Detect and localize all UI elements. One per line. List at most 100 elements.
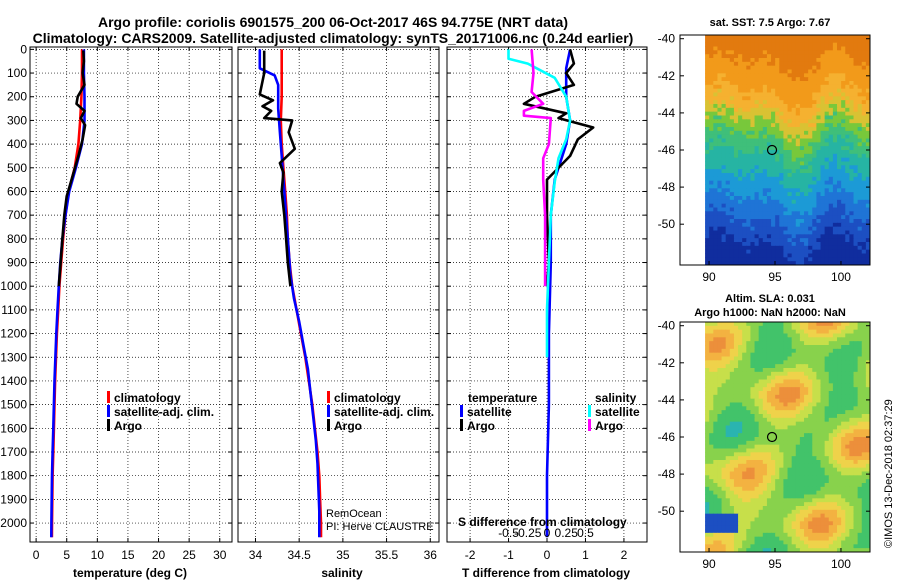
map-cell [734,219,739,223]
map-cell [845,334,850,338]
map-cell [763,487,768,491]
map-cell [705,341,710,345]
map-cell [845,429,850,433]
map-cell [750,119,755,123]
map-cell [734,533,739,537]
map-cell [816,246,821,250]
map-cell [705,73,710,77]
map-cell [854,345,859,349]
map-cell [808,162,813,166]
map-cell [829,89,834,93]
map-cell [800,81,805,85]
map-cell [825,387,830,391]
map-cell [722,196,727,200]
map-cell [767,514,772,518]
map-cell [854,257,859,261]
map-cell [862,422,867,426]
map-cell [775,219,780,223]
map-cell [730,185,735,189]
map-cell [804,456,809,460]
map-cell [763,43,768,47]
map-cell [783,119,788,123]
map-cell [792,215,797,219]
map-cell [742,89,747,93]
map-cell [837,211,842,215]
map-cell [804,510,809,514]
map-cell [862,58,867,62]
map-cell [779,70,784,74]
map-cell [713,200,718,204]
map-cell [726,326,731,330]
map-cell [837,395,842,399]
map-cell [837,215,842,219]
map-cell [717,223,722,227]
map-cell [771,123,776,127]
map-cell [742,119,747,123]
map-cell [788,116,793,120]
map-cell [767,257,772,261]
map-cell [767,322,772,326]
map-cell [829,468,834,472]
title-line2: Climatology: CARS2009. Satellite-adjuste… [33,30,634,46]
map-cell [771,250,776,254]
map-cell [821,208,826,212]
map-cell [858,89,863,93]
map-cell [862,479,867,483]
map-cell [800,177,805,181]
map-cell [829,521,834,525]
map-cell [829,437,834,441]
map-cell [726,472,731,476]
map-cell [771,514,776,518]
map-cell [808,322,813,326]
map-cell [713,116,718,120]
map-cell [759,372,764,376]
map-cell [738,204,743,208]
map-cell [825,70,830,74]
map-cell [763,123,768,127]
map-cell [746,326,751,330]
map-cell [800,234,805,238]
map-cell [755,383,760,387]
map-cell [845,200,850,204]
map-cell [709,403,714,407]
map-cell [833,150,838,154]
map-cell [722,495,727,499]
map-cell [829,50,834,54]
map-cell [804,518,809,522]
map-cell [717,188,722,192]
map-cell [788,139,793,143]
map-cell [808,383,813,387]
map-cell [771,85,776,89]
map-cell [854,35,859,39]
map-cell [722,468,727,472]
map-cell [783,96,788,100]
map-cell [779,108,784,112]
map-cell [825,372,830,376]
map-cell [713,208,718,212]
map-cell [755,433,760,437]
map-cell [746,337,751,341]
map-cell [717,479,722,483]
map-cell [722,62,727,66]
map-cell [812,227,817,231]
map-cell [841,73,846,77]
map-cell [833,123,838,127]
map-cell [808,35,813,39]
map-cell [858,510,863,514]
map-cell [755,227,760,231]
map-cell [849,188,854,192]
map-cell [854,498,859,502]
map-cell [829,219,834,223]
map-cell [800,257,805,261]
map-cell [771,334,776,338]
map-cell [730,483,735,487]
map-cell [755,257,760,261]
map-cell [812,223,817,227]
map-cell [779,112,784,116]
map-cell [779,433,784,437]
map-cell [734,341,739,345]
map-cell [709,108,714,112]
map-cell [829,330,834,334]
map-cell [759,43,764,47]
map-cell [713,188,718,192]
